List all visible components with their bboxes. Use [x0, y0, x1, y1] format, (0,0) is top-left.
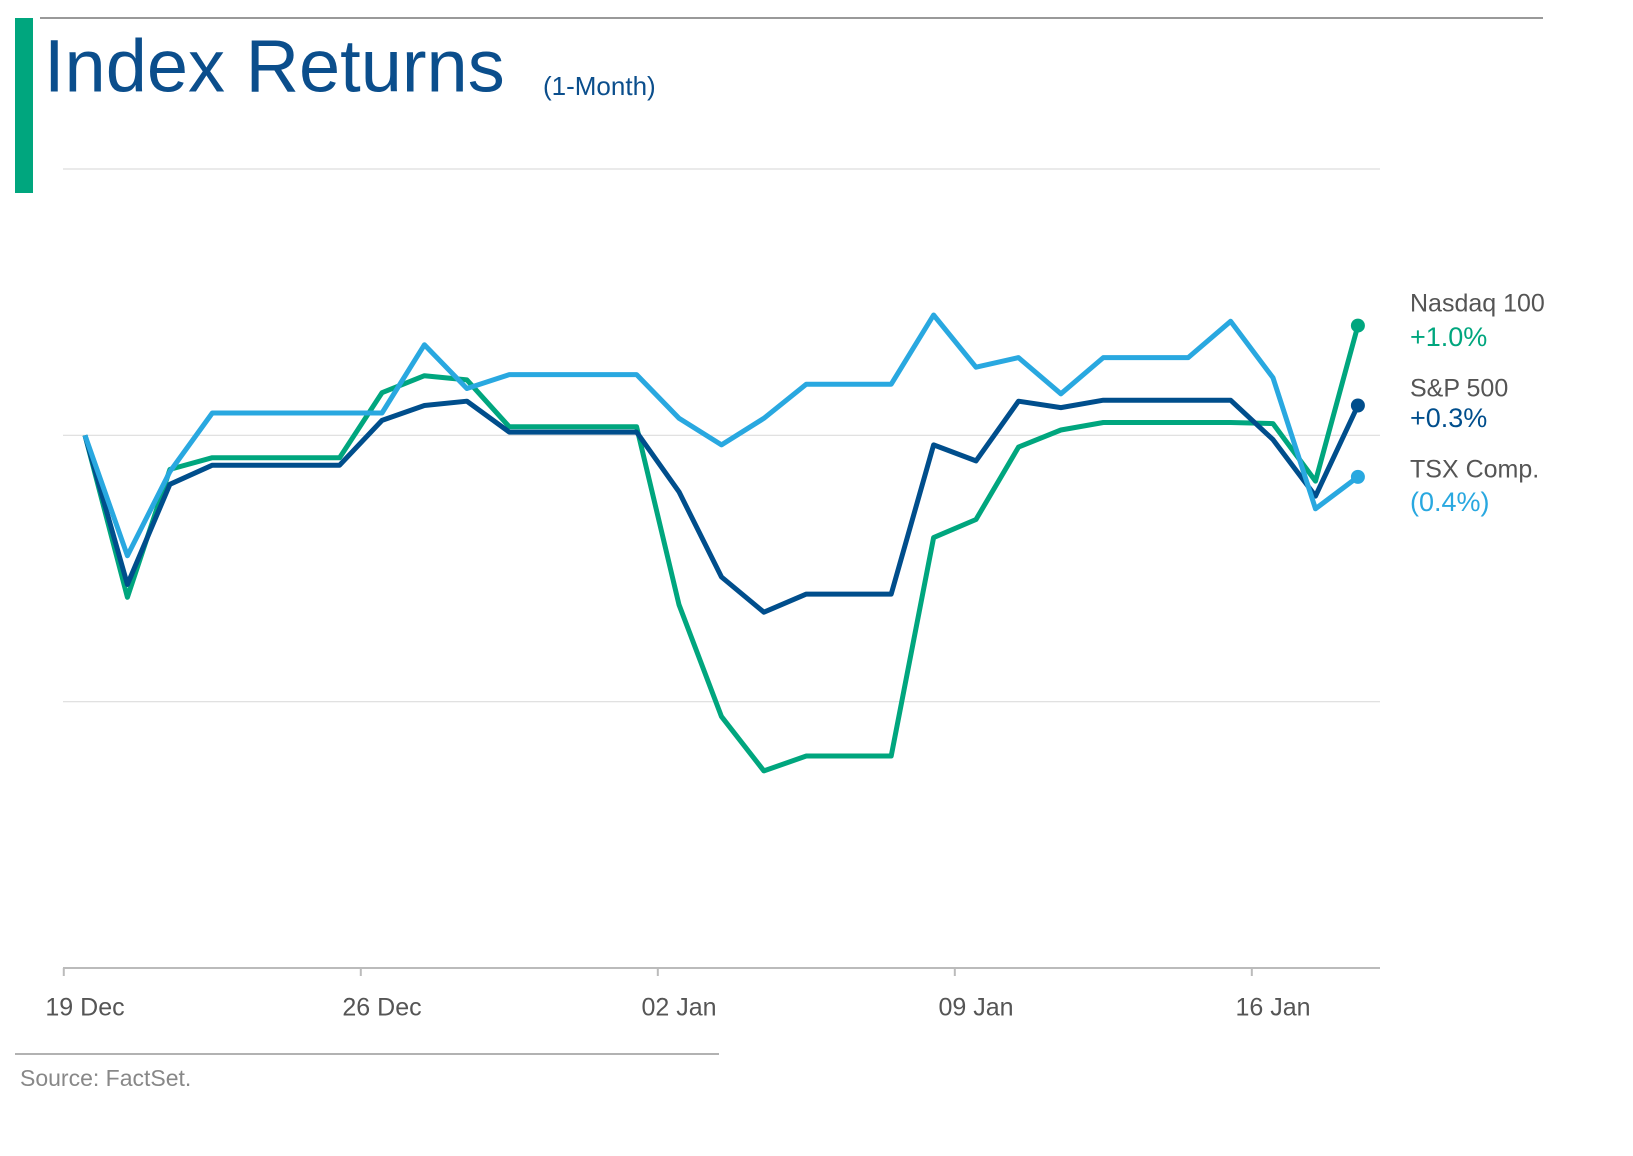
accent-bar [15, 18, 33, 193]
legend-name: TSX Comp. [1410, 456, 1539, 484]
chart-subtitle: (1-Month) [543, 71, 656, 101]
end-value-label: +1.0% [1410, 322, 1487, 352]
x-tick-label: 26 Dec [342, 994, 421, 1022]
end-value-label: +0.3% [1410, 403, 1487, 433]
x-tick-label: 19 Dec [45, 994, 124, 1022]
end-point [1350, 398, 1365, 413]
source: Source: FactSet. [20, 1065, 191, 1091]
chart-title: Index Returns [44, 25, 505, 108]
end-point [1350, 318, 1365, 333]
legend-name: S&P 500 [1410, 375, 1508, 403]
end-value-label: (0.4%) [1410, 487, 1490, 517]
x-tick-label: 16 Jan [1236, 994, 1311, 1022]
x-tick-label: 09 Jan [938, 994, 1013, 1022]
end-point [1350, 469, 1365, 484]
series-line [82, 324, 1361, 774]
series-line [82, 312, 1360, 559]
x-tick-label: 02 Jan [641, 994, 716, 1022]
legend-name: Nasdaq 100 [1410, 290, 1545, 318]
series-line [82, 397, 1361, 615]
